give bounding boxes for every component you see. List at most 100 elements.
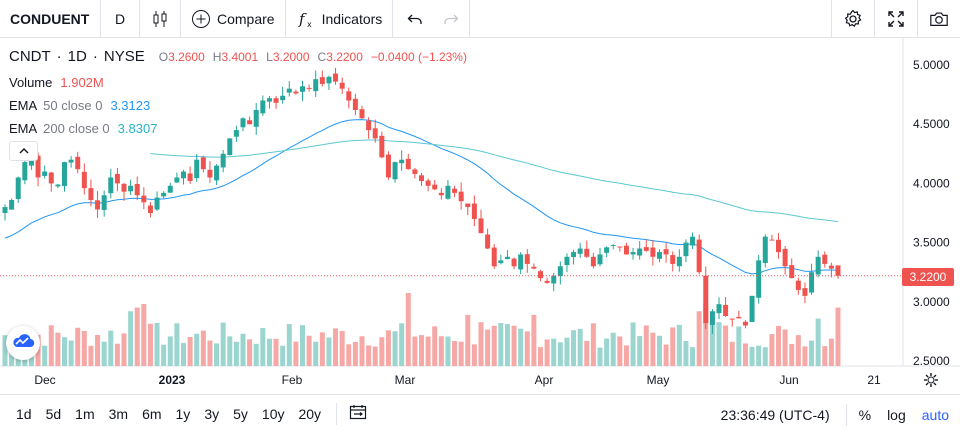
- candle-body: [478, 218, 484, 234]
- redo-button[interactable]: [433, 0, 469, 38]
- candle-body: [240, 118, 246, 128]
- candle-body: [385, 154, 391, 178]
- candle-body: [742, 321, 748, 326]
- candle-body: [141, 195, 147, 203]
- volume-bar: [167, 336, 173, 366]
- candle-body: [723, 304, 729, 317]
- candle-body: [339, 82, 345, 89]
- candle-body: [802, 288, 808, 296]
- snapshot-button[interactable]: [918, 0, 960, 38]
- candle-body: [392, 162, 398, 180]
- volume-bar: [769, 334, 775, 366]
- range-20y[interactable]: 20y: [298, 406, 322, 422]
- candle-body: [518, 254, 524, 270]
- volume-bar: [742, 343, 748, 366]
- candle-body: [300, 86, 305, 92]
- candle-body: [379, 135, 385, 158]
- legend-close: C3.2200: [317, 50, 363, 64]
- clock-timezone[interactable]: 23:36:49 (UTC-4): [720, 406, 830, 423]
- range-10y[interactable]: 10y: [261, 406, 285, 422]
- date-range-button[interactable]: [345, 404, 371, 425]
- volume-legend-row[interactable]: Volume 1.902M: [9, 71, 467, 94]
- volume-bar: [62, 337, 67, 366]
- legend-collapse-button[interactable]: [9, 141, 38, 161]
- volume-bar: [802, 346, 808, 366]
- ema50-value: 3.3123: [110, 98, 151, 113]
- volume-bar: [458, 341, 464, 366]
- candle-body: [445, 185, 451, 199]
- volume-bar: [557, 342, 563, 366]
- range-1y[interactable]: 1y: [175, 406, 191, 422]
- volume-bar: [154, 322, 160, 366]
- interval-button[interactable]: D: [114, 10, 126, 27]
- symbol-legend-row[interactable]: CNDT · 1D · NYSE O3.2600 H3.4001 L3.2000…: [9, 48, 467, 68]
- volume-bar: [88, 345, 94, 366]
- undo-button[interactable]: [393, 0, 433, 38]
- candle-body: [604, 247, 610, 253]
- range-3y[interactable]: 3y: [204, 406, 220, 422]
- candle-body: [670, 255, 676, 264]
- candle-body: [154, 197, 160, 210]
- candle-body: [458, 191, 464, 202]
- candle-body: [220, 153, 226, 168]
- toolbar-divider: [284, 0, 286, 38]
- price-chart[interactable]: 5.0000 4.5000 4.0000 3.5000 3.0000 2.5000 Dec 2…: [0, 38, 960, 394]
- volume-bar: [690, 347, 696, 366]
- toolbar-divider: [469, 0, 471, 38]
- candle-body: [432, 184, 438, 190]
- volume-bar: [174, 323, 180, 366]
- volume-bar: [696, 311, 702, 366]
- candle-body: [828, 265, 834, 269]
- time-axis-tick-label: Dec: [34, 373, 55, 387]
- fullscreen-button[interactable]: [875, 0, 917, 38]
- candle-body: [736, 316, 742, 319]
- candle-body: [313, 79, 319, 92]
- chart-pane[interactable]: 5.0000 4.5000 4.0000 3.5000 3.0000 2.5000 Dec 2…: [0, 38, 960, 394]
- candle-body: [15, 177, 21, 200]
- candle-body: [181, 171, 186, 179]
- candle-body: [438, 192, 444, 196]
- volume-bar: [68, 340, 74, 366]
- ema50-legend-row[interactable]: EMA 50 close 0 3.3123: [9, 94, 467, 117]
- candle-body: [815, 256, 821, 275]
- candle-body: [88, 188, 94, 200]
- candle-body: [465, 203, 471, 208]
- candle-body: [809, 272, 815, 293]
- volume-bar: [438, 336, 444, 366]
- candle-body: [571, 252, 577, 258]
- toolbar-divider: [139, 0, 140, 38]
- candle-body: [789, 265, 795, 279]
- volume-bar: [379, 337, 385, 366]
- volume-bar: [729, 341, 735, 366]
- candle-body: [194, 159, 200, 179]
- tradingview-logo-button[interactable]: [6, 326, 40, 360]
- volume-bar: [590, 323, 596, 366]
- candle-body: [657, 252, 662, 259]
- candle-body: [630, 252, 636, 255]
- range-6m[interactable]: 6m: [142, 406, 162, 422]
- symbol-search-button[interactable]: CONDUENT: [10, 10, 90, 27]
- axis-settings-gear-icon[interactable]: [924, 373, 938, 387]
- compare-button[interactable]: Compare: [181, 0, 285, 38]
- range-1m[interactable]: 1m: [75, 406, 95, 422]
- toolbar-divider: [392, 0, 394, 38]
- range-3m[interactable]: 3m: [108, 406, 129, 422]
- range-1d[interactable]: 1d: [16, 406, 32, 422]
- log-scale-toggle[interactable]: log: [887, 406, 906, 423]
- auto-scale-toggle[interactable]: auto: [921, 406, 949, 423]
- volume-bar: [200, 330, 206, 366]
- last-price-label: 3.2200: [902, 268, 954, 286]
- ema200-legend-row[interactable]: EMA 200 close 0 3.8307: [9, 117, 467, 140]
- candle-body: [531, 266, 537, 269]
- range-5d[interactable]: 5d: [45, 406, 62, 422]
- percent-scale-toggle[interactable]: %: [858, 406, 872, 423]
- price-axis-tick-label: 4.5000: [913, 117, 950, 131]
- range-5y[interactable]: 5y: [233, 406, 248, 422]
- candle-body: [346, 91, 352, 101]
- candle-body: [584, 248, 590, 257]
- settings-button[interactable]: [832, 0, 874, 38]
- candle-body: [2, 207, 8, 213]
- chart-type-button[interactable]: [140, 0, 180, 38]
- candle-body: [233, 130, 239, 137]
